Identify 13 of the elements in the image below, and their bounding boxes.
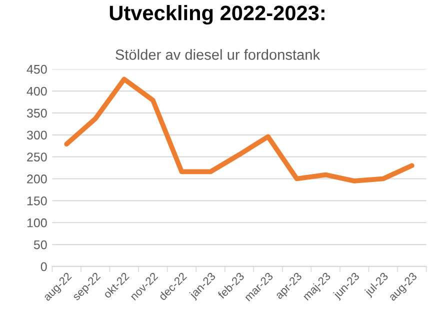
y-tick-label: 50 [34,240,47,250]
y-tick-label: 0 [40,262,47,272]
y-tick-label: 150 [27,196,47,206]
line-series [64,76,414,184]
y-tick-label: 450 [26,64,47,74]
chart-title: Utveckling 2022-2023: [110,5,324,25]
y-tick-label: 350 [26,108,47,118]
y-tick-label: 100 [27,218,47,228]
y-tick-label: 200 [27,174,47,184]
y-tick-label: 400 [26,86,47,96]
y-tick-label: 300 [26,130,47,140]
chart-subtitle: Stölder av diesel ur fordonstank [116,49,320,60]
y-tick-label: 250 [27,152,47,162]
